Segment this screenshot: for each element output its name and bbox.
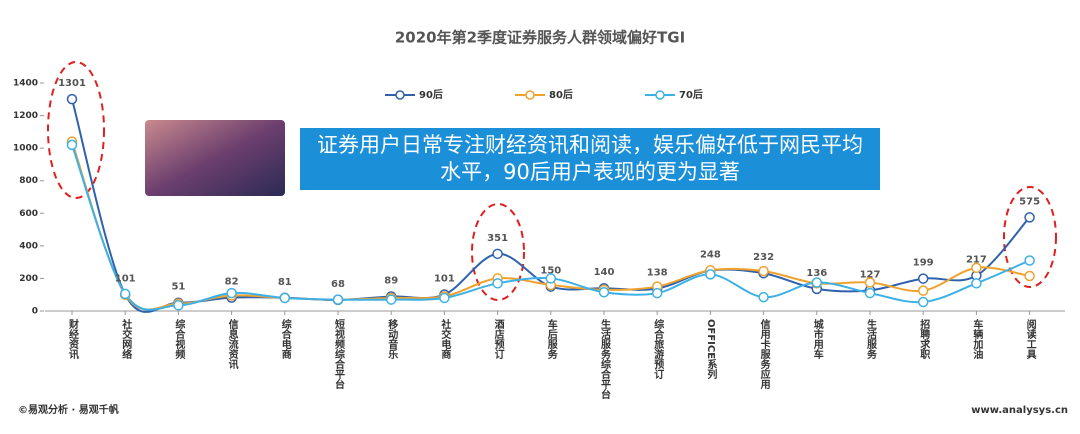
x-tick-label: 信息流资讯 xyxy=(226,318,238,370)
point xyxy=(66,93,78,105)
value-label: 127 xyxy=(860,269,881,280)
point xyxy=(758,265,769,277)
point xyxy=(971,278,982,289)
legend-label: 80后 xyxy=(549,88,573,101)
x-tick-label: 社交电商 xyxy=(439,318,452,360)
legend-label: 90后 xyxy=(419,88,443,101)
highlight xyxy=(1003,186,1057,288)
legend-marker xyxy=(395,90,405,100)
point xyxy=(758,291,769,303)
point xyxy=(1024,212,1035,223)
value-label: 1301 xyxy=(58,78,86,89)
x-tick-label: 酒店预订 xyxy=(492,318,504,360)
point xyxy=(811,277,823,288)
value-label: 136 xyxy=(806,268,827,279)
x-tick-label: 综合电商 xyxy=(279,318,292,360)
value-label: 81 xyxy=(278,277,292,288)
y-tick-label: 1000 xyxy=(13,144,38,154)
point xyxy=(439,292,450,304)
y-tick-label: 600 xyxy=(19,209,38,219)
value-label: 140 xyxy=(594,267,615,278)
point xyxy=(66,139,78,151)
value-label: 82 xyxy=(225,277,239,288)
point xyxy=(705,269,716,280)
point xyxy=(864,277,876,288)
x-tick-label: 城市用车 xyxy=(811,318,824,360)
value-label: 217 xyxy=(966,255,987,266)
value-label: 150 xyxy=(540,266,561,277)
value-label: 199 xyxy=(913,258,934,269)
x-tick-label: 阅读工具 xyxy=(1024,318,1037,360)
banner-text: 证券用户日常专注财经资讯和阅读，娱乐偏好低于网民平均 xyxy=(317,133,863,157)
point xyxy=(226,287,237,299)
highlight xyxy=(471,203,525,301)
x-tick-label: 短视频综合平台 xyxy=(333,318,346,390)
point xyxy=(385,294,397,305)
point xyxy=(492,248,503,260)
value-label: 68 xyxy=(331,279,345,290)
point xyxy=(279,292,291,304)
value-label: 575 xyxy=(1019,196,1040,207)
x-tick-label: 财经资讯 xyxy=(67,318,80,360)
legend-marker xyxy=(525,90,535,100)
value-label: 101 xyxy=(434,274,455,285)
point xyxy=(119,288,131,300)
x-tick-label: OFFICE系列 xyxy=(705,319,717,380)
x-tick-label: 生活服务综合平台 xyxy=(599,318,612,400)
source: ©易观分析 · 易观千帆 xyxy=(18,403,119,416)
value-label: 101 xyxy=(115,274,136,285)
y-tick-label: 800 xyxy=(19,176,38,186)
point xyxy=(971,262,982,274)
website: www.analysys.cn xyxy=(971,405,1068,416)
x-tick-label: 招聘求职 xyxy=(918,318,930,360)
y-tick-label: 400 xyxy=(19,241,38,251)
point xyxy=(917,285,929,296)
point xyxy=(332,294,344,305)
x-tick-label: 信用卡服务应用 xyxy=(758,318,771,390)
x-tick-label: 综合视频 xyxy=(173,318,186,360)
chart-title: 2020年第2季度证券服务人群领域偏好TGI xyxy=(395,29,685,47)
point xyxy=(651,287,663,299)
point xyxy=(864,287,876,299)
x-tick-label: 综合旅游预订 xyxy=(652,318,665,380)
point xyxy=(1024,270,1035,282)
legend-label: 70后 xyxy=(679,88,703,101)
point xyxy=(917,273,929,284)
point xyxy=(1024,255,1035,266)
value-label: 138 xyxy=(647,268,668,279)
x-tick-label: 移动音乐 xyxy=(386,318,398,360)
value-label: 248 xyxy=(700,250,721,261)
value-label: 51 xyxy=(171,282,185,293)
banner xyxy=(300,128,880,190)
highlight xyxy=(47,61,105,199)
y-tick-label: 0 xyxy=(32,307,38,317)
x-tick-label: 车辆加油 xyxy=(971,318,984,360)
value-label: 351 xyxy=(487,233,508,244)
point xyxy=(492,278,503,289)
y-tick-label: 1400 xyxy=(13,79,38,89)
x-tick-label: 生活服务 xyxy=(865,318,877,360)
point xyxy=(173,300,184,311)
value-label: 89 xyxy=(384,276,398,287)
legend-marker xyxy=(655,90,665,100)
value-label: 232 xyxy=(753,252,774,263)
point xyxy=(545,273,557,284)
point xyxy=(917,296,929,308)
y-tick-label: 1200 xyxy=(13,111,38,121)
banner-text: 水平，90后用户表现的更为显著 xyxy=(440,160,740,184)
x-tick-label: 车后服务 xyxy=(545,318,557,360)
y-tick-label: 200 xyxy=(19,274,38,284)
illustration xyxy=(145,120,285,196)
point xyxy=(598,287,610,298)
x-tick-label: 社交网络 xyxy=(120,318,133,360)
